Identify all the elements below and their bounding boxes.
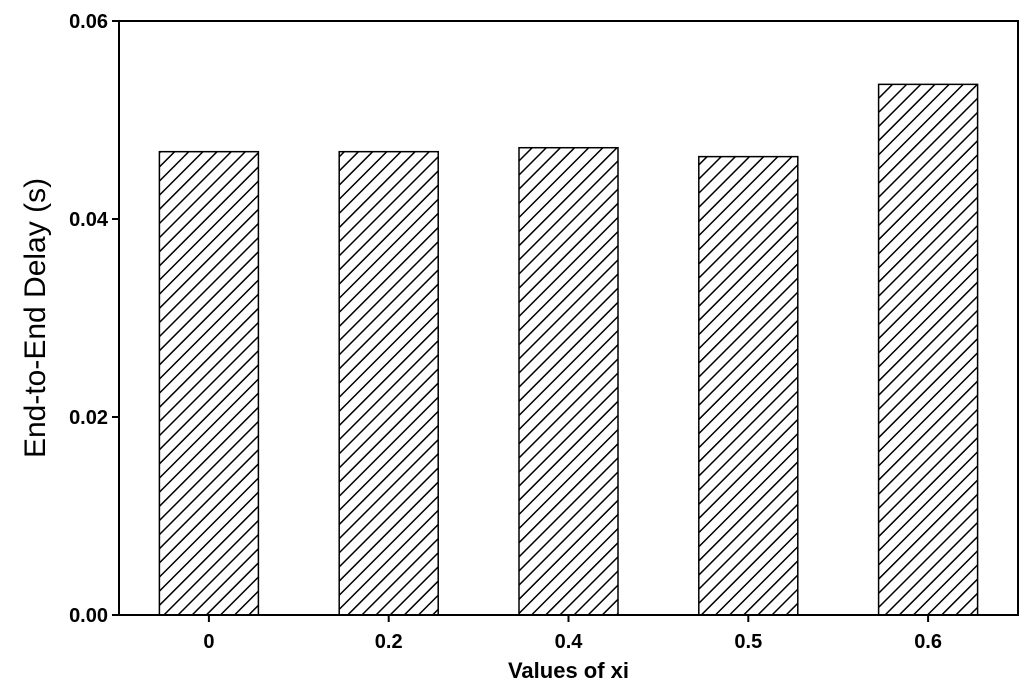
y-axis-title: End-to-End Delay (s) bbox=[19, 178, 52, 458]
x-tick-label: 0.4 bbox=[555, 631, 584, 653]
y-tick-label: 0.00 bbox=[69, 605, 108, 627]
y-tick-label: 0.06 bbox=[69, 11, 108, 33]
x-axis-ticks: 0 0.2 0.4 0.5 0.6 bbox=[203, 615, 942, 653]
x-tick-label: 0.5 bbox=[734, 631, 762, 653]
x-tick-label: 0.6 bbox=[914, 631, 942, 653]
bars-group bbox=[158, 83, 979, 616]
y-tick-label: 0.04 bbox=[69, 209, 109, 231]
x-tick-label: 0.2 bbox=[375, 631, 403, 653]
bar-0.5 bbox=[698, 155, 799, 616]
y-tick-label: 0.02 bbox=[69, 407, 108, 429]
plot-frame bbox=[118, 20, 1019, 616]
bar-0.4 bbox=[518, 146, 619, 616]
y-axis-ticks: 0.00 0.02 0.04 0.06 bbox=[69, 11, 119, 627]
bar-0 bbox=[158, 150, 260, 616]
bar-0.2 bbox=[338, 150, 439, 616]
x-axis-title: Values of xi bbox=[508, 658, 629, 683]
bar-0.6 bbox=[877, 83, 979, 616]
x-tick-label: 0 bbox=[203, 631, 214, 653]
